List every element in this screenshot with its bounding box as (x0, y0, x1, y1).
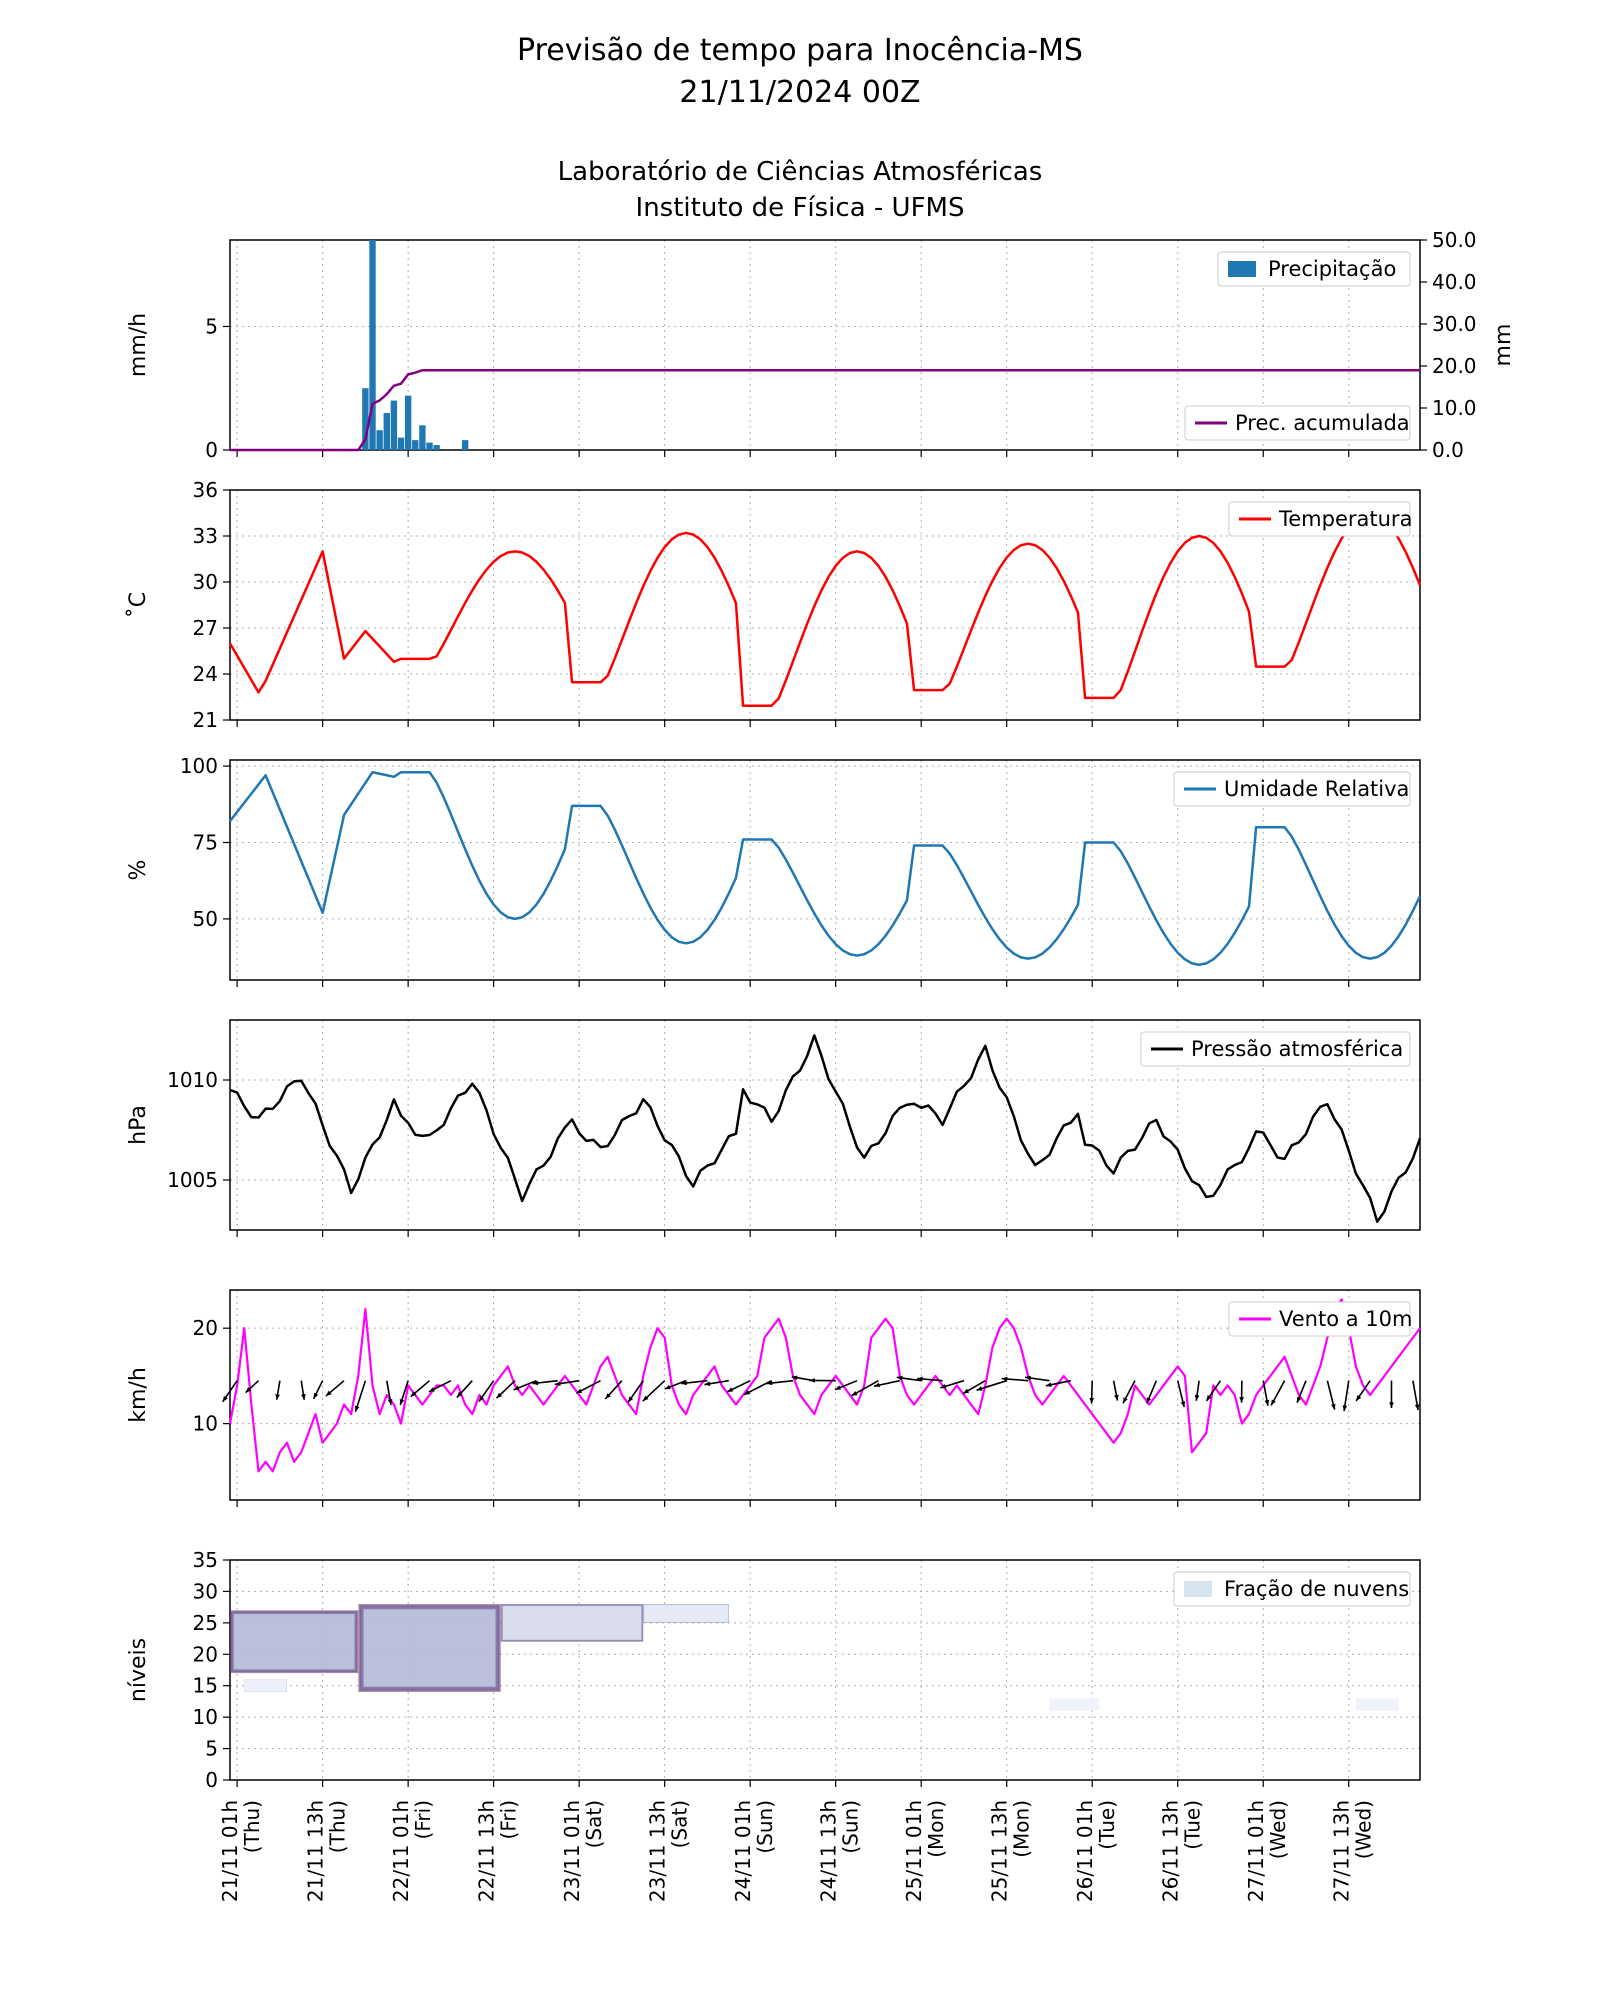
svg-text:50.0: 50.0 (1432, 228, 1477, 252)
svg-text:0: 0 (205, 438, 218, 462)
svg-text:5: 5 (205, 1737, 218, 1761)
x-tick-label: 21/11 01h(Thu) (218, 1800, 264, 1902)
x-tick-label: 27/11 13h(Wed) (1330, 1800, 1376, 1902)
svg-text:Instituto de Física - UFMS: Instituto de Física - UFMS (636, 193, 965, 223)
x-tick-label: 23/11 13h(Sat) (646, 1800, 692, 1902)
svg-text:21: 21 (193, 708, 218, 732)
panel-temp: 21 24 27 30 33 36 ˚C Temperatura (126, 478, 1420, 732)
svg-text:24: 24 (193, 662, 218, 686)
panel-cloud: 0 5 10 15 20 25 30 35 níveis Fração de nuvens (126, 1548, 1420, 1792)
svg-text:25: 25 (193, 1611, 218, 1635)
svg-text:33: 33 (193, 524, 218, 548)
svg-text:(Mon): (Mon) (924, 1800, 948, 1858)
svg-text:Temperatura: Temperatura (1278, 507, 1412, 531)
svg-text:27: 27 (193, 616, 218, 640)
svg-text:Pressão atmosférica: Pressão atmosférica (1191, 1037, 1403, 1061)
svg-text:26/11 01h: 26/11 01h (1073, 1800, 1097, 1902)
svg-text:21/11/2024 00Z: 21/11/2024 00Z (679, 75, 920, 110)
svg-text:˚C: ˚C (126, 592, 151, 618)
svg-text:10.0: 10.0 (1432, 396, 1477, 420)
svg-text:21/11 13h: 21/11 13h (304, 1800, 328, 1902)
x-tick-label: 23/11 01h(Sat) (560, 1800, 606, 1902)
svg-text:Vento a 10m: Vento a 10m (1279, 1307, 1412, 1331)
svg-text:1010: 1010 (167, 1068, 218, 1092)
svg-text:22/11 13h: 22/11 13h (475, 1800, 499, 1902)
svg-text:(Fri): (Fri) (411, 1800, 435, 1839)
svg-text:10: 10 (193, 1705, 218, 1729)
svg-text:(Wed): (Wed) (1266, 1800, 1290, 1859)
x-tick-label: 24/11 13h(Sun) (817, 1800, 863, 1902)
svg-text:Previsão de tempo para Inocênc: Previsão de tempo para Inocência-MS (517, 33, 1083, 68)
svg-text:0: 0 (205, 1768, 218, 1792)
svg-text:20.0: 20.0 (1432, 354, 1477, 378)
svg-text:(Tue): (Tue) (1181, 1800, 1205, 1850)
x-tick-label: 21/11 13h(Thu) (304, 1800, 350, 1902)
panel-pres: 1005 1010 hPa Pressão atmosférica (126, 1020, 1420, 1237)
svg-text:30.0: 30.0 (1432, 312, 1477, 336)
x-tick-label: 22/11 13h(Fri) (475, 1800, 521, 1902)
svg-text:mm/h: mm/h (126, 313, 151, 377)
svg-text:níveis: níveis (126, 1638, 151, 1702)
svg-text:22/11 01h: 22/11 01h (389, 1800, 413, 1902)
svg-text:(Wed): (Wed) (1352, 1800, 1376, 1859)
svg-text:27/11 01h: 27/11 01h (1244, 1800, 1268, 1902)
x-tick-label: 26/11 13h(Tue) (1159, 1800, 1205, 1902)
svg-text:30: 30 (193, 570, 218, 594)
x-tick-label: 26/11 01h(Tue) (1073, 1800, 1119, 1902)
svg-text:(Thu): (Thu) (240, 1800, 264, 1853)
svg-text:25/11 01h: 25/11 01h (902, 1800, 926, 1902)
x-tick-label: 27/11 01h(Wed) (1244, 1800, 1290, 1902)
svg-text:30: 30 (193, 1579, 218, 1603)
svg-text:27/11 13h: 27/11 13h (1330, 1800, 1354, 1902)
svg-text:0.0: 0.0 (1432, 438, 1464, 462)
svg-text:1005: 1005 (167, 1168, 218, 1192)
svg-text:5: 5 (205, 314, 218, 338)
svg-text:(Sun): (Sun) (839, 1800, 863, 1854)
svg-text:(Sun): (Sun) (753, 1800, 777, 1854)
panel-rh: 50 75 100% Umidade Relativa (126, 754, 1420, 987)
svg-text:24/11 01h: 24/11 01h (731, 1800, 755, 1902)
svg-text:21/11 01h: 21/11 01h (218, 1800, 242, 1902)
svg-text:25/11 13h: 25/11 13h (988, 1800, 1012, 1902)
svg-text:10: 10 (193, 1412, 218, 1436)
svg-text:(Tue): (Tue) (1095, 1800, 1119, 1850)
x-tick-label: 25/11 01h(Mon) (902, 1800, 948, 1902)
svg-text:100: 100 (180, 754, 218, 778)
svg-text:75: 75 (193, 831, 218, 855)
svg-text:km/h: km/h (126, 1367, 151, 1423)
svg-text:40.0: 40.0 (1432, 270, 1477, 294)
svg-text:20: 20 (193, 1316, 218, 1340)
x-tick-label: 24/11 01h(Sun) (731, 1800, 777, 1902)
svg-text:35: 35 (193, 1548, 218, 1572)
svg-text:(Sat): (Sat) (582, 1800, 606, 1848)
x-tick-label: 25/11 13h(Mon) (988, 1800, 1034, 1902)
svg-text:mm: mm (1491, 324, 1516, 367)
svg-text:Prec. acumulada: Prec. acumulada (1235, 411, 1410, 435)
svg-text:Umidade Relativa: Umidade Relativa (1224, 777, 1409, 801)
svg-text:Laboratório de Ciências Atmosf: Laboratório de Ciências Atmosféricas (558, 157, 1043, 187)
svg-text:23/11 01h: 23/11 01h (560, 1800, 584, 1902)
x-tick-label: 22/11 01h(Fri) (389, 1800, 435, 1902)
svg-text:23/11 13h: 23/11 13h (646, 1800, 670, 1902)
svg-text:%: % (126, 860, 151, 881)
svg-text:15: 15 (193, 1674, 218, 1698)
svg-text:(Thu): (Thu) (326, 1800, 350, 1853)
svg-text:36: 36 (193, 478, 218, 502)
svg-text:(Fri): (Fri) (497, 1800, 521, 1839)
svg-text:(Sat): (Sat) (668, 1800, 692, 1848)
svg-text:26/11 13h: 26/11 13h (1159, 1800, 1183, 1902)
svg-text:20: 20 (193, 1642, 218, 1666)
svg-text:24/11 13h: 24/11 13h (817, 1800, 841, 1902)
svg-text:50: 50 (193, 907, 218, 931)
svg-text:(Mon): (Mon) (1010, 1800, 1034, 1858)
svg-text:hPa: hPa (126, 1105, 151, 1145)
svg-text:Fração de nuvens: Fração de nuvens (1224, 1577, 1409, 1601)
panel-wind: 10 20 km/h Vento a 10m (126, 1290, 1420, 1507)
panel-precip: 0 5 mm/h 0.0 10.0 20.0 30.0 40.0 50.0 mm Precipita… (126, 228, 1516, 462)
svg-text:Precipitação: Precipitação (1268, 257, 1396, 281)
